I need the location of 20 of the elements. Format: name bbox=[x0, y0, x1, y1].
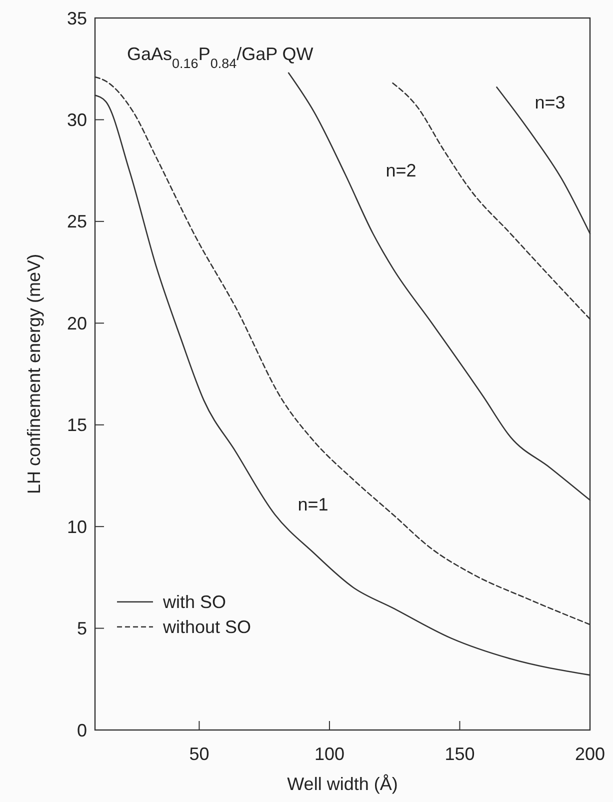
y-tick-label: 5 bbox=[76, 618, 87, 639]
legend-label: with SO bbox=[162, 592, 226, 612]
annotation: n=2 bbox=[386, 160, 416, 180]
x-tick-label: 50 bbox=[189, 744, 210, 764]
y-tick-label: 35 bbox=[66, 8, 87, 28]
legend-label: without SO bbox=[162, 617, 252, 638]
y-axis-title: LH confinement energy (meV) bbox=[24, 254, 44, 494]
annotation: n=1 bbox=[298, 494, 328, 514]
y-tick-label: 20 bbox=[66, 313, 87, 334]
y-tick-label: 15 bbox=[66, 415, 87, 436]
x-tick-label: 100 bbox=[314, 744, 344, 764]
y-tick-label: 25 bbox=[66, 212, 87, 232]
x-axis-title: Well width (Å) bbox=[287, 774, 398, 794]
y-tick-label: 10 bbox=[66, 516, 87, 537]
x-tick-label: 150 bbox=[444, 744, 475, 764]
x-tick-label: 200 bbox=[574, 744, 606, 764]
text: GaAs$_{0.16}$P$_{0.84}$/GaP QW bbox=[127, 44, 314, 70]
y-tick-label: 0 bbox=[76, 720, 87, 740]
y-tick-label: 30 bbox=[66, 110, 87, 130]
annotation: n=3 bbox=[534, 92, 566, 112]
